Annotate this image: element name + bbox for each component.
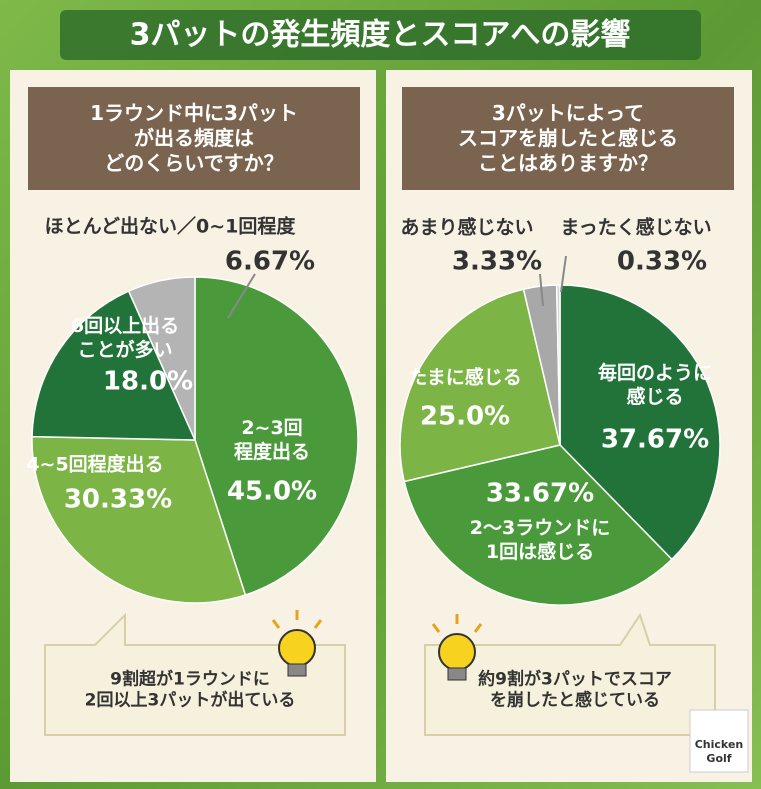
logo: Chicken Golf [695,738,744,765]
bulb-icon [271,610,323,677]
value-label: 18.0% [103,367,193,397]
value-label: 45.0% [227,477,317,507]
callout-box [424,612,716,736]
value-label: 25.0% [420,402,510,432]
page-title: 3パットの発生頻度とスコアへの影響 [130,18,631,53]
slice-label: あまり感じない [400,216,533,239]
value-label: 30.33% [64,485,172,515]
logo-box [689,709,749,773]
pie-slice [559,284,721,561]
leader-line [539,273,544,307]
slice-label: 6回以上出ることが多い [71,314,179,361]
question-box [28,87,360,190]
title-bar [60,10,701,60]
value-label: 3.33% [452,247,542,277]
question-box [402,87,734,190]
value-label: 6.67% [225,247,315,277]
callout: 9割超が1ラウンドに 2回以上3パットが出ている [85,668,296,710]
value-label: 0.33% [617,247,707,277]
bulb-icon [431,614,483,681]
pie-slice [403,444,673,606]
slice-label: 4~5回程度出る [26,453,163,476]
slice-label: 2~3回程度出る [234,417,310,463]
pie-slice [127,276,196,441]
question: 1ラウンド中に3パットが出る頻度はどのくらいですか？ [90,101,298,175]
slice-label: たまに感じる [408,366,521,389]
pie-slice [555,284,561,446]
callout: 約9割が3パットでスコアを崩したと感じている [478,668,672,710]
value-label: 33.67% [486,479,594,509]
value-label: 37.67% [601,425,709,455]
slice-label: 毎回のように感じる [598,361,712,408]
pie-slice [399,288,561,483]
pie-slice [31,435,247,604]
leader-line [560,255,567,293]
slice-label: まったく感じない [560,216,711,239]
leader-line [227,273,256,319]
pie-slice [31,290,197,441]
pie-slice [194,276,359,596]
slice-label: 2〜3ラウンドに 1回は感じる [470,517,610,563]
slice-label: ほとんど出ない／0~1回程度 [45,215,297,238]
callout-box [44,612,346,736]
question: 3パットによってスコアを崩したと感じることはありますか？ [458,101,678,175]
